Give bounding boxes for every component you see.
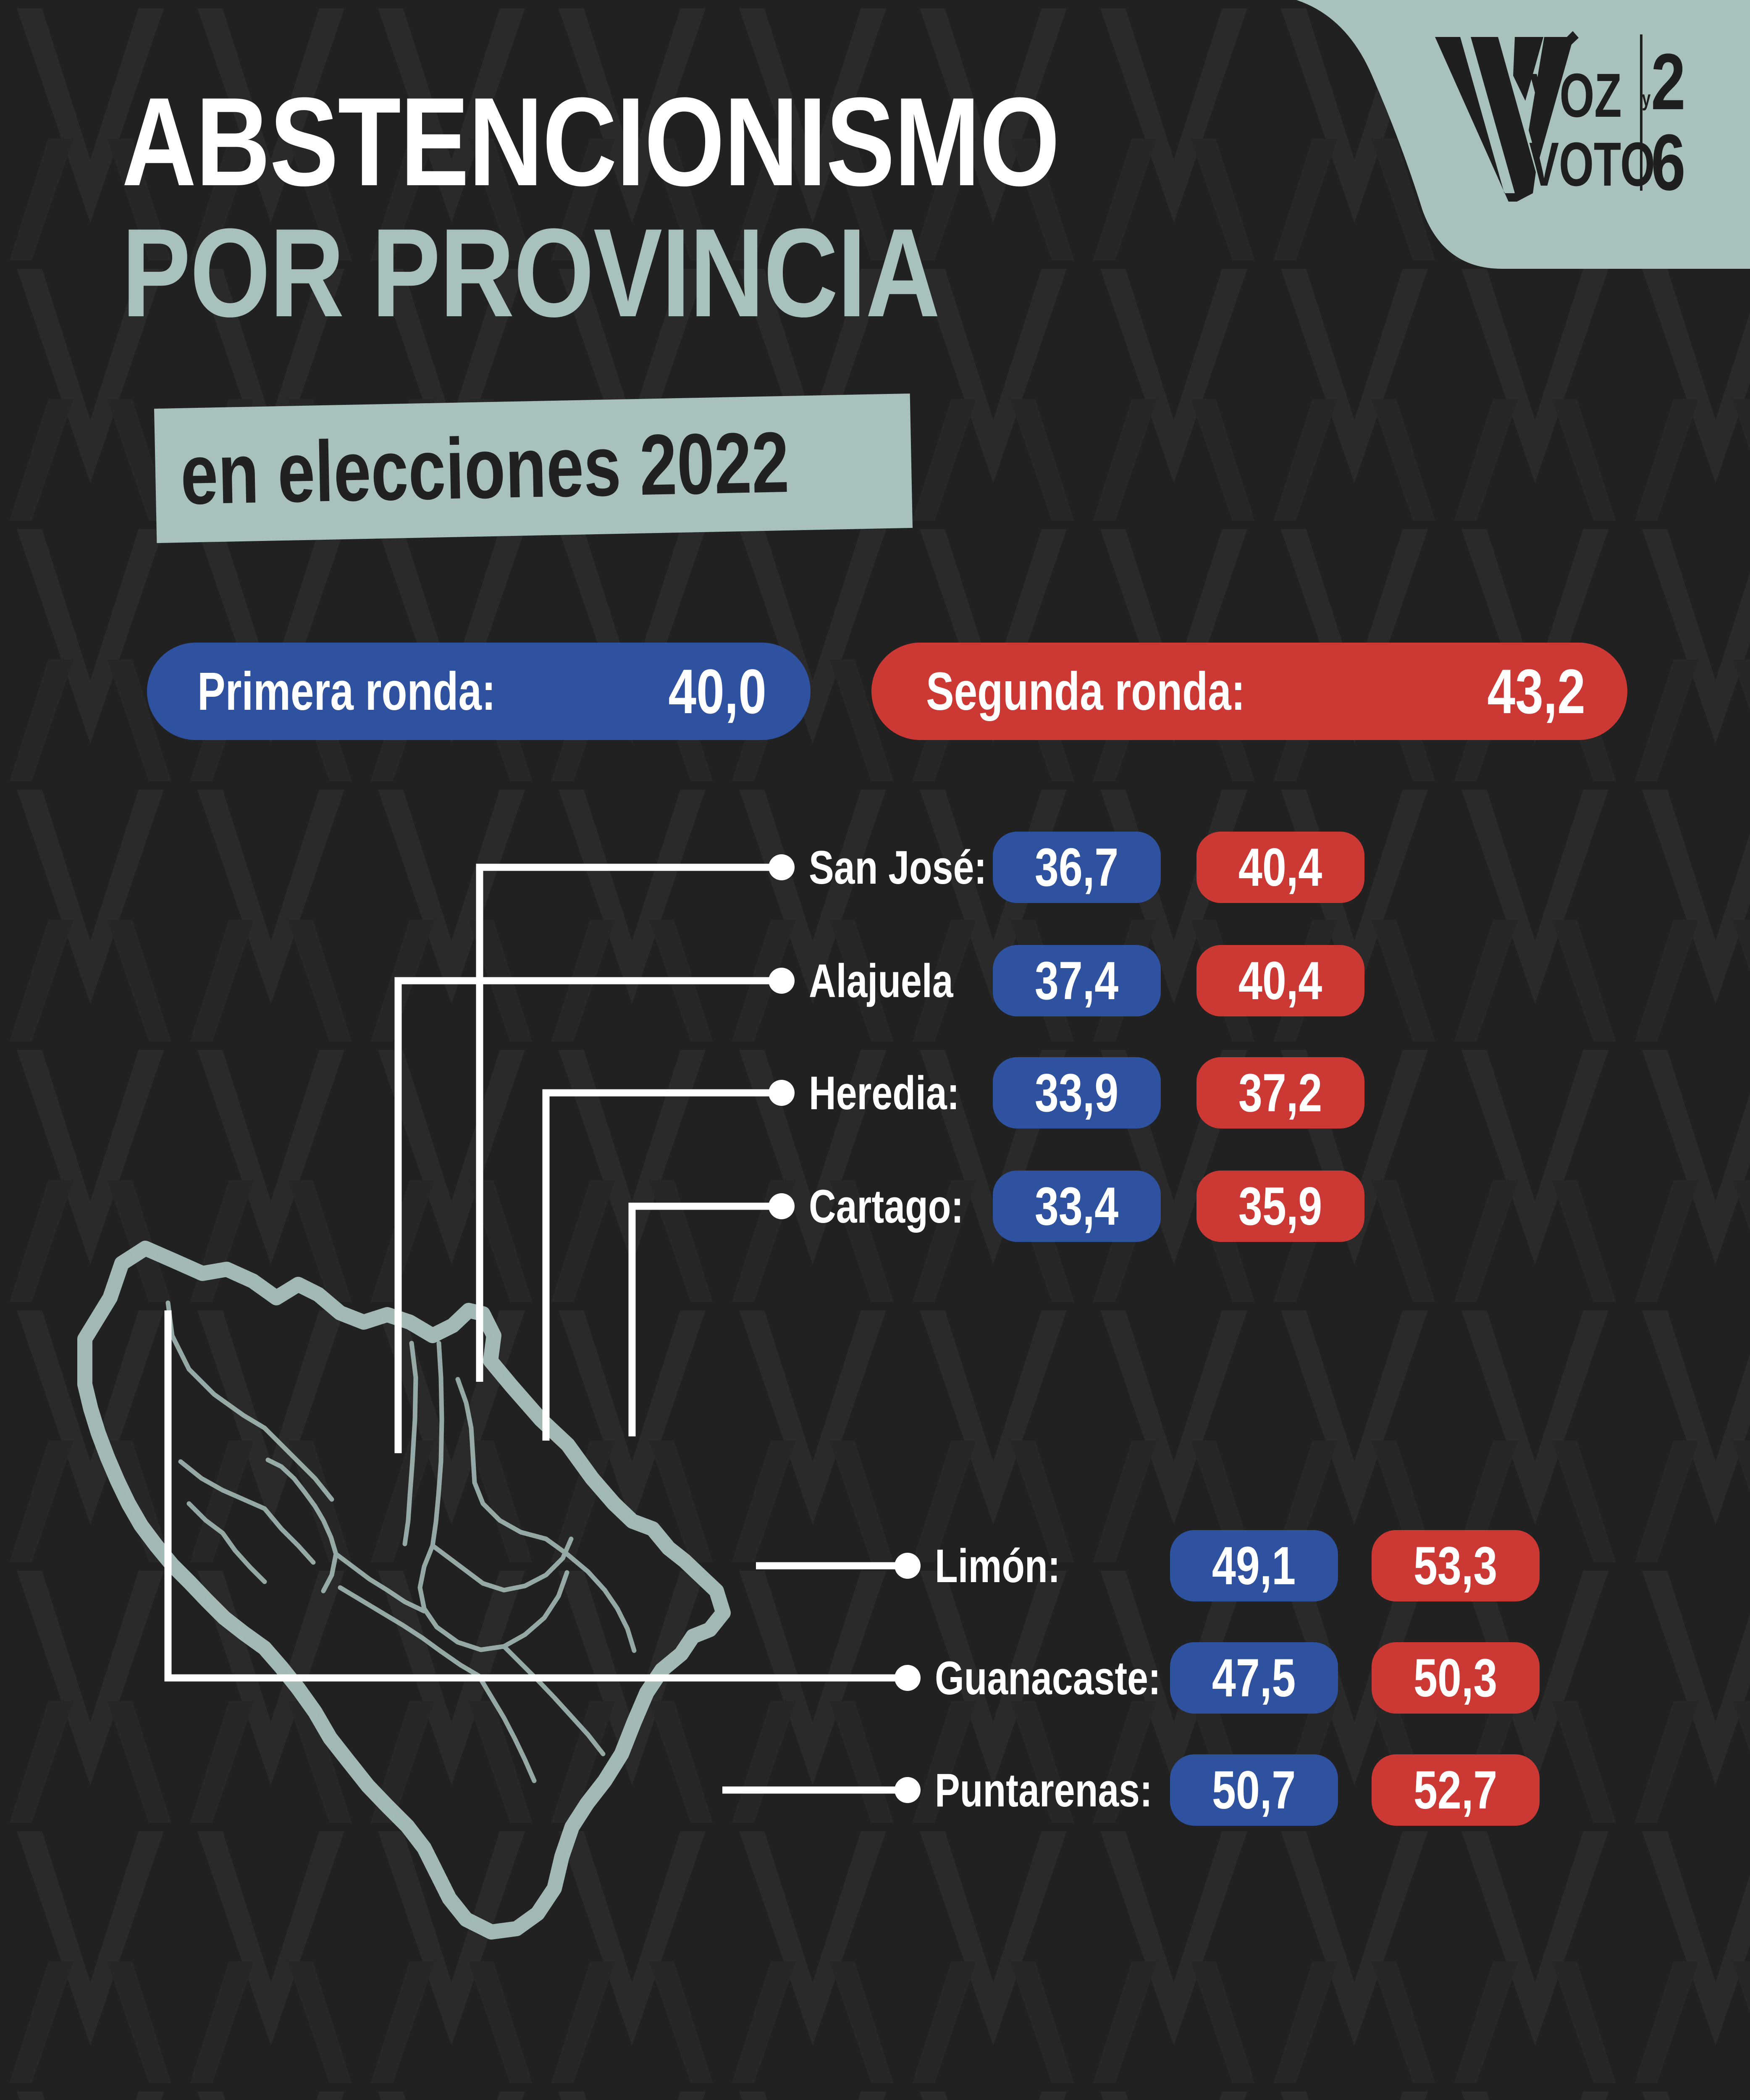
svg-text:2: 2 [1651,37,1685,126]
province-row-san-jose[interactable]: San José: 36,7 40,4 [769,827,1364,907]
province-label: Guanacaste: [935,1651,1161,1704]
svg-text:VOTO: VOTO [1529,130,1655,199]
province-label: Cartago: [809,1180,964,1233]
brand-logo-mark: VOZ y VOTO 2 6 [1435,31,1686,207]
page-subtitle: POR PROVINCIA [122,202,940,343]
total-first-round-value: 40,0 [668,656,766,727]
province-round1-pill[interactable]: 33,9 [993,1057,1161,1129]
province-round2-pill[interactable]: 40,4 [1196,832,1364,903]
province-round1-value: 33,4 [1035,1176,1119,1236]
province-round2-pill[interactable]: 53,3 [1372,1530,1540,1601]
total-first-round[interactable]: Primera ronda: 40,0 [147,643,811,740]
total-second-round-label: Segunda ronda: [926,661,1245,722]
province-round1-value: 33,9 [1035,1063,1119,1123]
leader-dot-icon [769,854,795,880]
province-round1-pill[interactable]: 37,4 [993,945,1161,1016]
total-second-round-value: 43,2 [1487,656,1585,727]
leader-dot-icon [769,1080,795,1106]
leader-dot-icon [769,968,795,994]
province-label: Alajuela [809,954,953,1007]
province-round2-value: 37,2 [1238,1063,1322,1123]
province-row-heredia[interactable]: Heredia: 33,9 37,2 [769,1053,1364,1133]
province-round1-pill[interactable]: 33,4 [993,1171,1161,1242]
province-round1-value: 36,7 [1035,837,1119,898]
province-round1-value: 37,4 [1035,950,1119,1011]
province-round2-value: 53,3 [1414,1536,1498,1596]
province-round2-value: 52,7 [1414,1760,1498,1820]
svg-text:y: y [1642,86,1651,111]
province-round1-value: 47,5 [1212,1648,1296,1708]
province-round1-value: 50,7 [1212,1760,1296,1820]
province-round1-pill[interactable]: 49,1 [1170,1530,1338,1601]
province-round2-pill[interactable]: 40,4 [1196,945,1364,1016]
svg-text:VOZ: VOZ [1530,61,1621,130]
province-label: Heredia: [809,1066,960,1119]
subtitle-label: en elecciones 2022 [179,414,790,522]
leader-dot-icon [769,1193,795,1219]
province-round1-pill[interactable]: 50,7 [1170,1754,1338,1826]
leader-dot-icon [895,1665,921,1691]
svg-text:6: 6 [1651,118,1685,207]
province-round2-pill[interactable]: 37,2 [1196,1057,1364,1129]
province-label: Puntarenas: [935,1764,1152,1816]
province-round2-pill[interactable]: 35,9 [1196,1171,1364,1242]
province-label: Limón: [935,1539,1060,1592]
page-title: ABSTENCIONISMO [122,71,1060,212]
province-row-puntarenas[interactable]: Puntarenas: 50,7 52,7 [895,1750,1540,1830]
province-round1-value: 49,1 [1212,1536,1296,1596]
province-round1-pill[interactable]: 36,7 [993,832,1161,903]
province-round2-value: 40,4 [1238,950,1322,1011]
province-round2-value: 35,9 [1238,1176,1322,1236]
province-label: San José: [809,841,987,894]
province-round2-value: 40,4 [1238,837,1322,898]
province-row-limon[interactable]: Limón: 49,1 53,3 [895,1526,1540,1606]
province-round2-value: 50,3 [1414,1648,1498,1708]
province-round1-pill[interactable]: 47,5 [1170,1642,1338,1714]
province-row-guanacaste[interactable]: Guanacaste: 47,5 50,3 [895,1638,1540,1718]
province-row-cartago[interactable]: Cartago: 33,4 35,9 [769,1166,1364,1246]
leader-dot-icon [895,1553,921,1579]
total-second-round[interactable]: Segunda ronda: 43,2 [871,643,1627,740]
province-round2-pill[interactable]: 52,7 [1372,1754,1540,1826]
province-row-alajuela[interactable]: Alajuela 37,4 40,4 [769,941,1364,1021]
total-first-round-label: Primera ronda: [197,661,496,722]
leader-dot-icon [895,1777,921,1803]
province-round2-pill[interactable]: 50,3 [1372,1642,1540,1714]
